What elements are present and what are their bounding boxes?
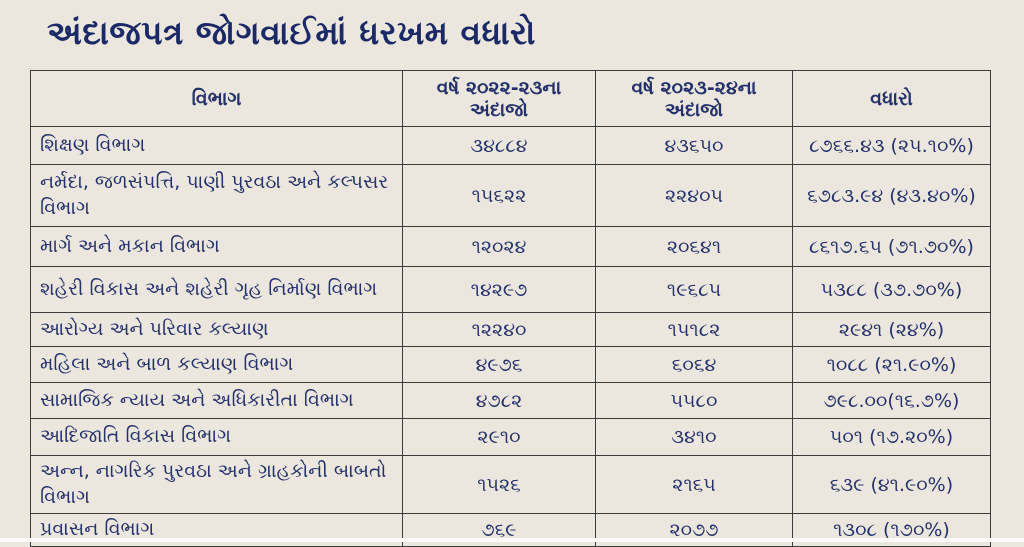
- cell-department: અન્ન, નાગરિક પુરવઠા અને ગ્રાહકોની બાબતો …: [30, 454, 403, 515]
- cell-estimate-2023-24: ૧૯૬૮૫: [595, 266, 793, 313]
- cell-increase: ૫૦૧ (૧૭.૨૦%): [792, 418, 991, 456]
- page-title: અંદાજપત્ર જોગવાઈમાં ધરખમ વધારો: [47, 13, 536, 52]
- header-estimate-2022-23: વર્ષ ૨૦૨૨-૨૩ના અંદાજો: [402, 70, 596, 127]
- cell-increase: ૮૬૧૭.૬૫ (૭૧.૭૦%): [792, 226, 991, 267]
- bottom-edge-strip: [0, 538, 1024, 542]
- cell-increase: ૬૩૯ (૪૧.૯૦%): [792, 454, 991, 515]
- table-row: સામાજિક ન્યાય અને અધિકારીતા વિભાગ ૪૭૮૨ ૫…: [30, 382, 991, 419]
- cell-department: આદિજાતિ વિકાસ વિભાગ: [30, 418, 403, 456]
- table-row: આરોગ્ય અને પરિવાર કલ્યાણ ૧૨૨૪૦ ૧૫૧૮૨ ૨૯૪…: [30, 312, 991, 347]
- cell-department: મહિલા અને બાળ કલ્યાણ વિભાગ: [30, 346, 403, 383]
- table-row: નર્મદા, જળસંપત્તિ, પાણી પુરવઠા અને કલ્પસ…: [30, 164, 991, 227]
- cell-estimate-2023-24: ૧૫૧૮૨: [595, 312, 793, 347]
- cell-estimate-2023-24: ૨૨૪૦૫: [595, 164, 793, 227]
- cell-estimate-2022-23: ૧૫૬૨૨: [402, 164, 596, 227]
- cell-department: સામાજિક ન્યાય અને અધિકારીતા વિભાગ: [30, 382, 403, 419]
- cell-estimate-2022-23: ૪૭૮૨: [402, 382, 596, 419]
- header-increase: વધારો: [792, 70, 991, 127]
- cell-estimate-2023-24: ૨૧૬૫: [595, 454, 793, 515]
- cell-department: શિક્ષણ વિભાગ: [30, 126, 403, 165]
- table-row: શિક્ષણ વિભાગ ૩૪૮૮૪ ૪૩૬૫૦ ૮૭૬૬.૪૩ (૨૫.૧૦%…: [30, 126, 991, 165]
- cell-department: માર્ગ અને મકાન વિભાગ: [30, 226, 403, 267]
- table-header-row: વિભાગ વર્ષ ૨૦૨૨-૨૩ના અંદાજો વર્ષ ૨૦૨૩-૨૪…: [30, 70, 991, 127]
- cell-estimate-2023-24: ૫૫૮૦: [595, 382, 793, 419]
- header-estimate-2023-24: વર્ષ ૨૦૨૩-૨૪ના અંદાજો: [595, 70, 793, 127]
- cell-estimate-2022-23: ૧૨૦૨૪: [402, 226, 596, 267]
- cell-estimate-2022-23: ૪૯૭૬: [402, 346, 596, 383]
- cell-department: નર્મદા, જળસંપત્તિ, પાણી પુરવઠા અને કલ્પસ…: [30, 164, 403, 227]
- cell-estimate-2022-23: ૧૨૨૪૦: [402, 312, 596, 347]
- table-row: મહિલા અને બાળ કલ્યાણ વિભાગ ૪૯૭૬ ૬૦૬૪ ૧૦૮…: [30, 346, 991, 383]
- cell-estimate-2023-24: ૨૦૬૪૧: [595, 226, 793, 267]
- cell-estimate-2023-24: ૩૪૧૦: [595, 418, 793, 456]
- cell-increase: ૬૭૮૩.૯૪ (૪૩.૪૦%): [792, 164, 991, 227]
- cell-increase: ૫૩૮૮ (૩૭.૭૦%): [792, 266, 991, 313]
- cell-estimate-2022-23: ૨૯૧૦: [402, 418, 596, 456]
- header-department: વિભાગ: [30, 70, 403, 127]
- table-row: અન્ન, નાગરિક પુરવઠા અને ગ્રાહકોની બાબતો …: [30, 454, 991, 515]
- cell-increase: ૭૯૮.૦૦(૧૬.૭%): [792, 382, 991, 419]
- cell-estimate-2023-24: ૬૦૬૪: [595, 346, 793, 383]
- cell-estimate-2022-23: ૩૪૮૮૪: [402, 126, 596, 165]
- table-row: શહેરી વિકાસ અને શહેરી ગૃહ નિર્માણ વિભાગ …: [30, 266, 991, 313]
- cell-estimate-2022-23: ૧૪૨૯૭: [402, 266, 596, 313]
- budget-table: વિભાગ વર્ષ ૨૦૨૨-૨૩ના અંદાજો વર્ષ ૨૦૨૩-૨૪…: [30, 70, 991, 547]
- table-row: આદિજાતિ વિકાસ વિભાગ ૨૯૧૦ ૩૪૧૦ ૫૦૧ (૧૭.૨૦…: [30, 418, 991, 456]
- cell-department: આરોગ્ય અને પરિવાર કલ્યાણ: [30, 312, 403, 347]
- cell-increase: ૧૦૮૮ (૨૧.૯૦%): [792, 346, 991, 383]
- cell-estimate-2023-24: ૪૩૬૫૦: [595, 126, 793, 165]
- cell-increase: ૨૯૪૧ (૨૪%): [792, 312, 991, 347]
- cell-department: શહેરી વિકાસ અને શહેરી ગૃહ નિર્માણ વિભાગ: [30, 266, 403, 313]
- table-row: માર્ગ અને મકાન વિભાગ ૧૨૦૨૪ ૨૦૬૪૧ ૮૬૧૭.૬૫…: [30, 226, 991, 267]
- cell-estimate-2022-23: ૧૫૨૬: [402, 454, 596, 515]
- cell-increase: ૮૭૬૬.૪૩ (૨૫.૧૦%): [792, 126, 991, 165]
